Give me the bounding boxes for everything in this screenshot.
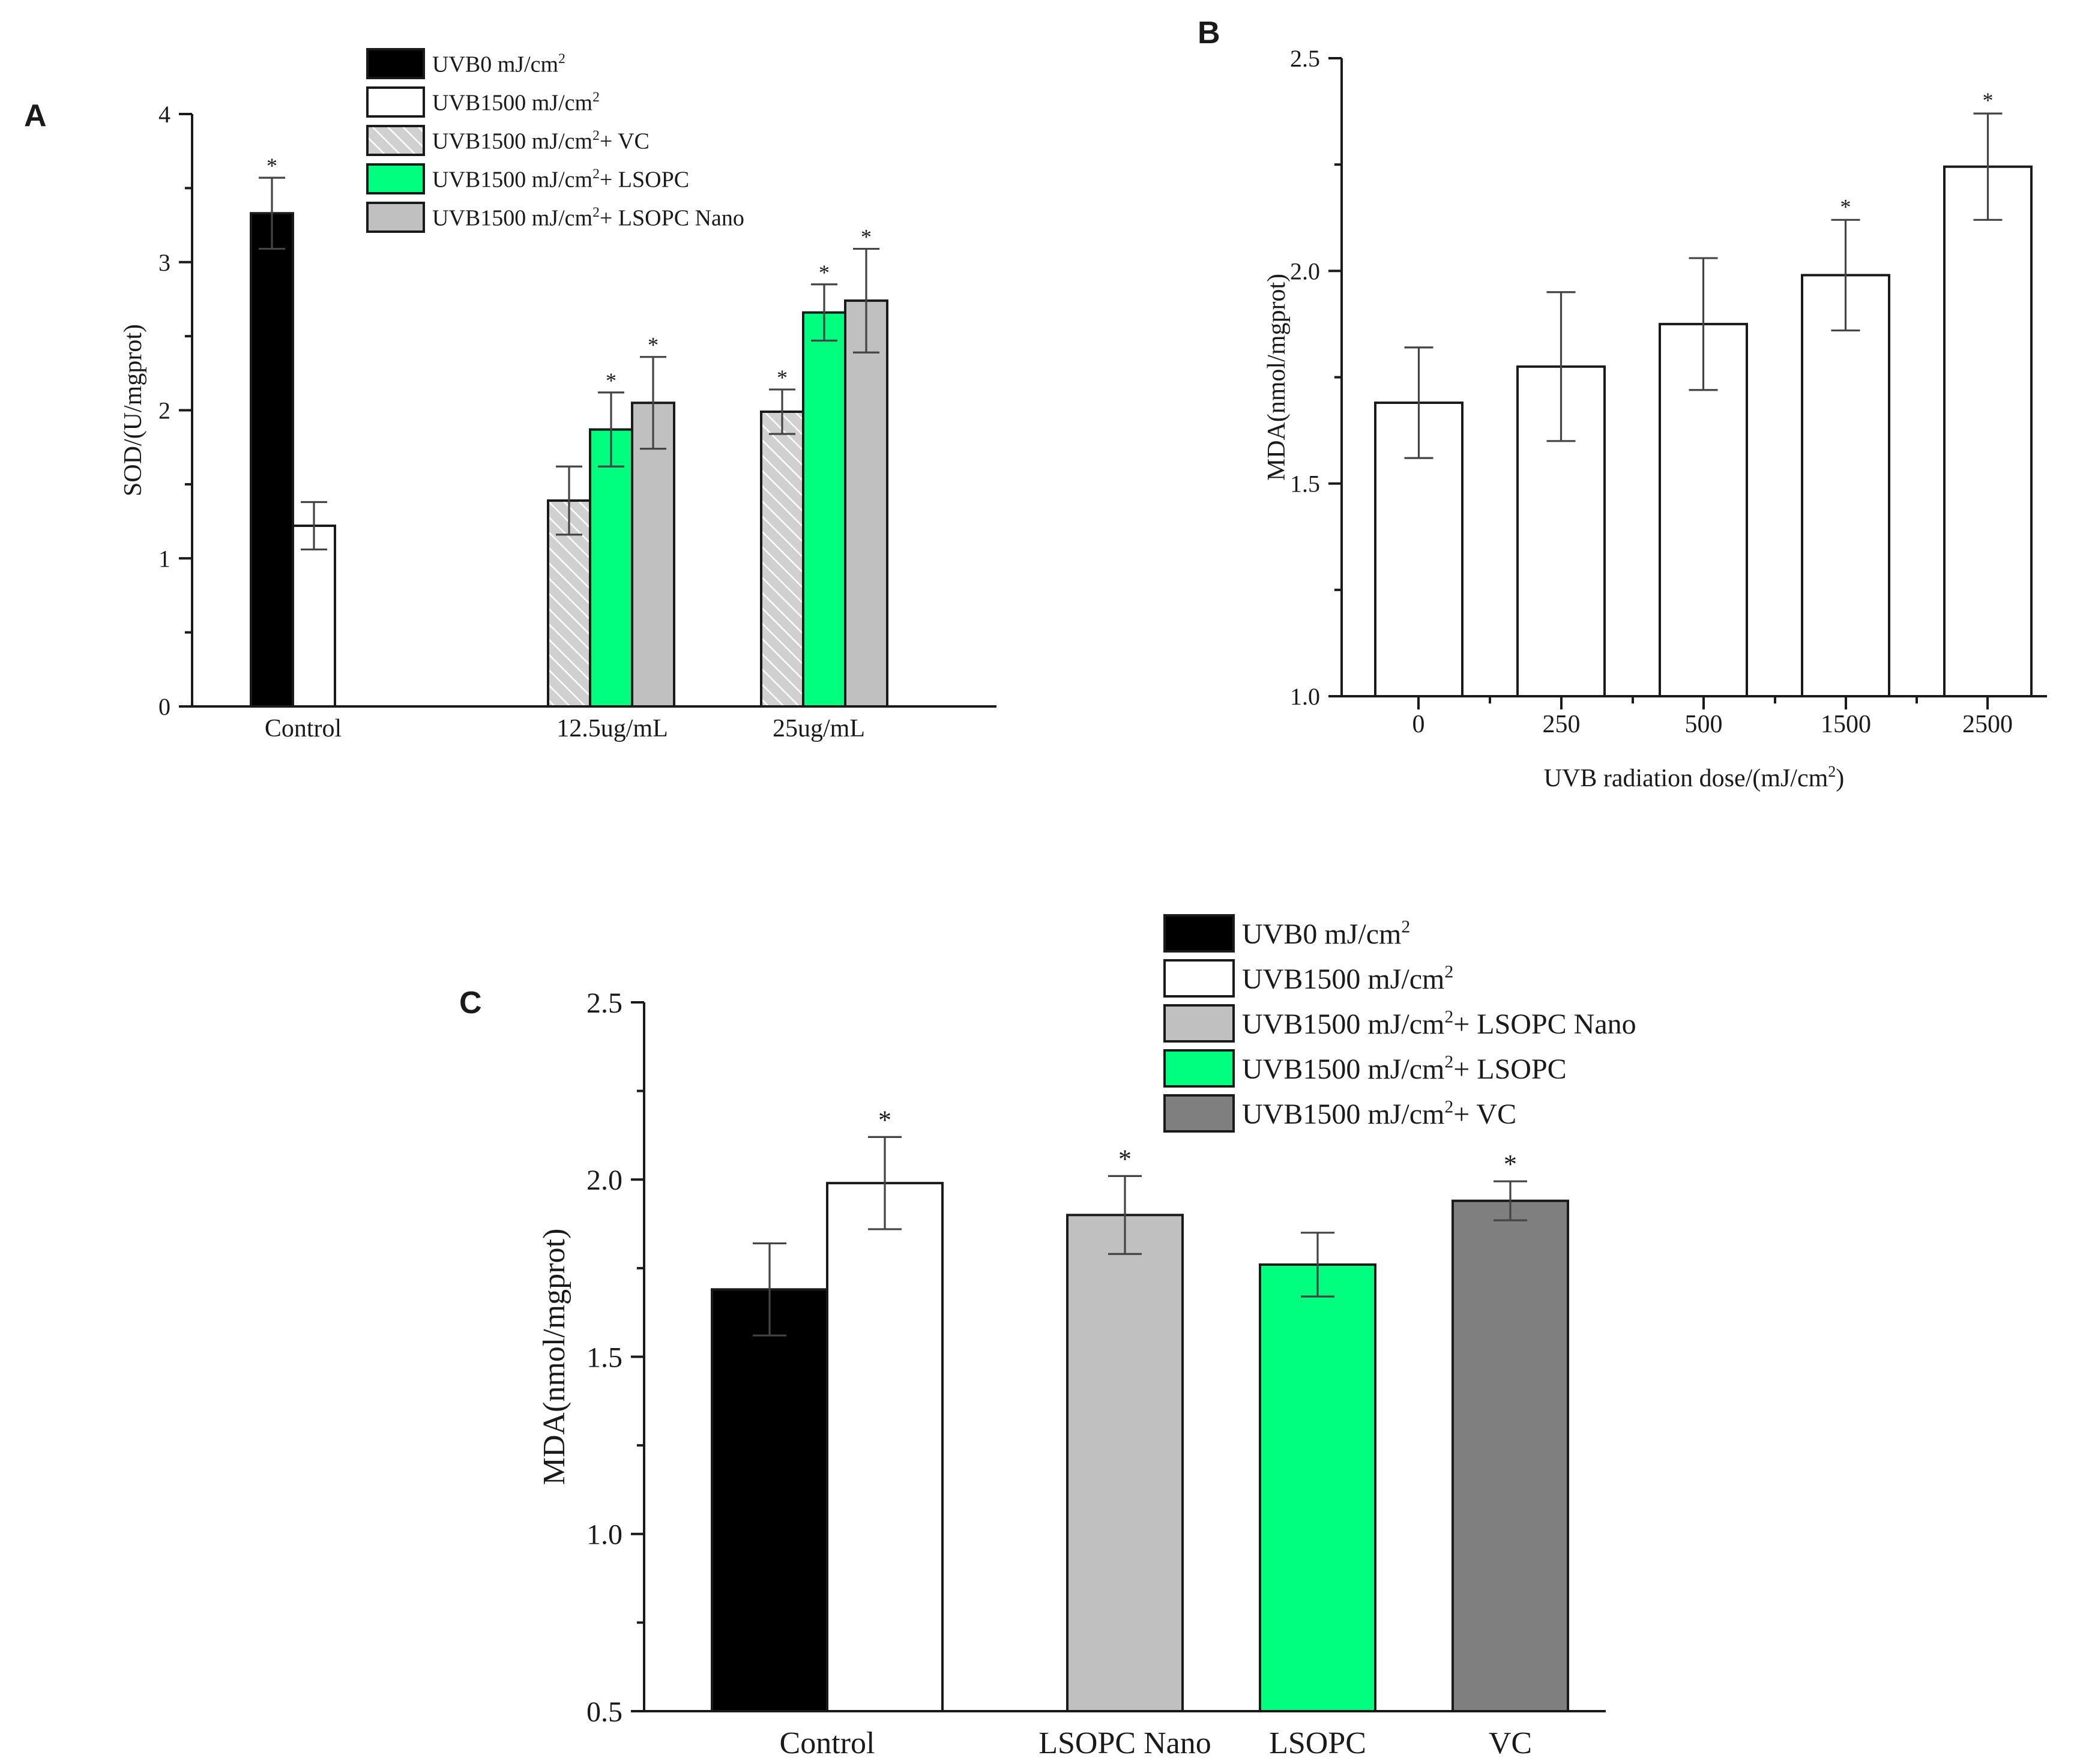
x-tick-label: LSOPC [1269,1726,1366,1760]
y-tick-label: 4 [158,101,170,128]
bar [1801,274,1890,698]
x-tick-label: LSOPC Nano [1038,1726,1211,1760]
bar [589,428,633,708]
x-tick-label: VC [1489,1726,1532,1760]
x-tick-label: 0 [1412,711,1425,738]
legend-entry-label: UVB1500 mJ/cm2 [1242,962,1453,995]
y-axis-title: SOD/(U/mgprot) [119,324,147,496]
significance-marker: * [648,333,659,357]
legend-entry-label: UVB1500 mJ/cm2+ LSOPC Nano [1242,1007,1636,1040]
legend-swatch [1163,959,1235,998]
legend-swatch [366,125,425,156]
panel-label-a: A [24,98,47,133]
legend-entry-label: UVB0 mJ/cm2 [432,51,565,77]
mda-treatment-bar-chart: 0.5 1.0 1.5 2.0 2.5 MDA(nmol/mgprot) * * * Contro… [537,914,1636,1760]
x-tick-label: 1500 [1821,711,1871,738]
bar [760,410,804,708]
legend-swatch [366,163,425,194]
legend-entry-label: UVB1500 mJ/cm2+ LSOPC [1242,1052,1567,1085]
significance-marker: * [267,154,277,178]
bar [1943,165,2033,697]
significance-marker: * [861,225,872,249]
y-tick-label: 1.0 [1290,683,1320,710]
legend-swatch [1163,914,1235,953]
y-tick-label: 1.5 [586,1341,622,1373]
y-tick-label: 3 [158,249,170,276]
y-tick-label: 1.0 [586,1519,622,1551]
bar [1451,1199,1569,1713]
significance-marker: * [1840,194,1851,218]
significance-marker: * [819,260,830,284]
bar [826,1182,944,1712]
y-tick-label: 1 [158,545,170,572]
bar [844,299,888,708]
bar [250,212,294,708]
x-tick-label: 250 [1543,711,1581,738]
y-tick-label: 1.5 [1290,471,1320,498]
y-tick-label: 2.0 [586,1164,622,1196]
x-tick-label: 500 [1685,711,1723,738]
y-tick-label: 2.5 [586,987,622,1019]
y-tick-label: 2 [158,397,170,424]
y-tick-label: 0.5 [586,1696,622,1728]
bar [631,402,675,708]
significance-marker: * [1504,1149,1517,1179]
bar [711,1288,828,1712]
legend-entry-label: UVB1500 mJ/cm2+ VC [432,128,650,154]
legend-entry-label: UVB1500 mJ/cm2+ LSOPC Nano [432,205,744,230]
significance-marker: * [777,366,788,390]
significance-marker: * [1118,1144,1132,1173]
x-tick-label: 25ug/mL [773,715,865,742]
y-axis-title: MDA(nmol/mgprot) [1263,274,1291,481]
significance-marker: * [606,369,616,393]
y-axis-title: MDA(nmol/mgprot) [537,1229,571,1486]
legend-entry-label: UVB1500 mJ/cm2+ LSOPC [432,166,689,192]
bar [1066,1214,1184,1713]
y-tick-label: 0 [158,693,170,720]
legend-swatch [1163,1004,1235,1043]
legend-entry-label: UVB1500 mJ/cm2 [432,89,600,115]
bar [802,311,846,708]
x-tick-label: 12.5ug/mL [556,715,668,742]
legend-swatch [366,48,425,79]
bar [1259,1263,1376,1712]
y-tick-label: 2.0 [1290,257,1320,284]
significance-marker: * [878,1105,891,1134]
mda-dose-bar-chart: 1.0 1.5 2.0 2.5 MDA(nmol/mgprot) * * 0 250 500 150… [1263,45,2047,792]
y-tick-label: 2.5 [1290,45,1320,72]
x-tick-label: Control [265,715,342,742]
legend-swatch [366,86,425,118]
panel-label-b: B [1198,16,1220,50]
legend-entry-label: UVB0 mJ/cm2 [1242,917,1410,950]
legend-swatch [366,202,425,233]
x-tick-label: Control [780,1726,875,1760]
bar [292,524,336,708]
legend-swatch [1163,1094,1235,1133]
x-axis-title: UVB radiation dose/(mJ/cm2) [1544,763,1845,792]
legend-entry-label: UVB1500 mJ/cm2+ VC [1242,1097,1516,1130]
significance-marker: * [1983,88,1994,112]
legend-swatch [1163,1049,1235,1088]
x-tick-label: 2500 [1962,711,2013,738]
panel-label-c: C [459,986,482,1020]
sod-bar-chart: 0 1 2 3 4 SOD/(U/mgprot) * * * * * * Control 12.5ug/m… [119,48,996,742]
